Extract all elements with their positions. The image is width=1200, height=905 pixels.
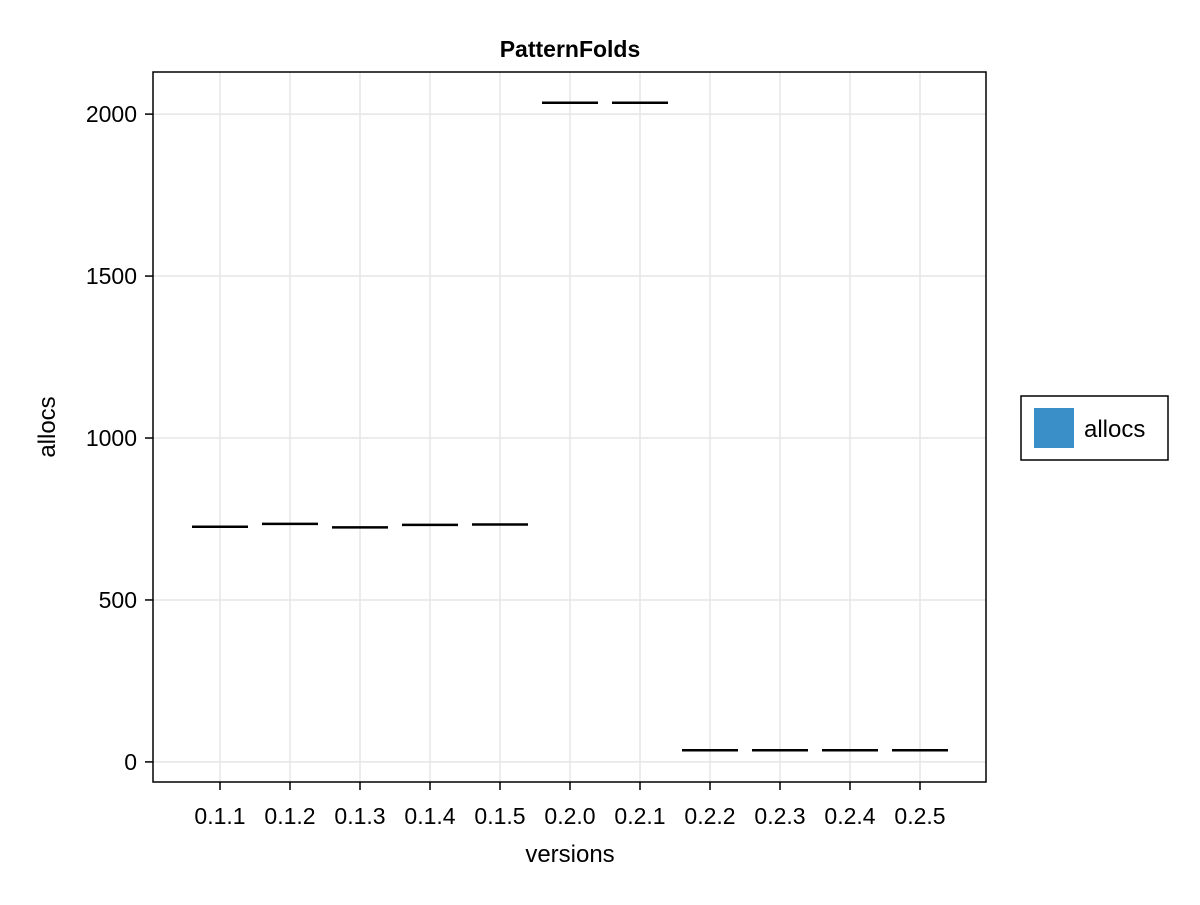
legend: allocs [1020, 395, 1169, 461]
x-tick-label: 0.1.4 [404, 803, 455, 829]
x-axis-label: versions [525, 841, 614, 868]
axes: 0 500 1000 1500 2000 0.1.1 0.1.2 0.1.3 0.1.4 0.1.… [86, 101, 946, 829]
y-axis-label: allocs [34, 396, 61, 457]
x-tick-label: 0.2.4 [824, 803, 875, 829]
x-tick-label: 0.1.1 [194, 803, 245, 829]
x-tick-label: 0.2.2 [684, 803, 735, 829]
y-tick-label: 0 [124, 749, 137, 775]
y-tick-label: 1000 [86, 425, 137, 451]
chart-title: PatternFolds [500, 36, 641, 62]
x-tick-label: 0.1.3 [334, 803, 385, 829]
x-tick-label: 0.2.5 [894, 803, 945, 829]
series-marks [192, 101, 948, 752]
x-tick-label: 0.2.0 [544, 803, 595, 829]
x-tick-label: 0.1.2 [264, 803, 315, 829]
x-tick-label: 0.2.1 [614, 803, 665, 829]
grid-lines [153, 72, 986, 782]
y-tick-label: 2000 [86, 101, 137, 127]
y-tick-label: 500 [99, 587, 137, 613]
legend-swatch [1034, 408, 1074, 448]
y-tick-label: 1500 [86, 263, 137, 289]
legend-label: allocs [1084, 416, 1145, 443]
x-tick-label: 0.2.3 [754, 803, 805, 829]
x-tick-label: 0.1.5 [474, 803, 525, 829]
